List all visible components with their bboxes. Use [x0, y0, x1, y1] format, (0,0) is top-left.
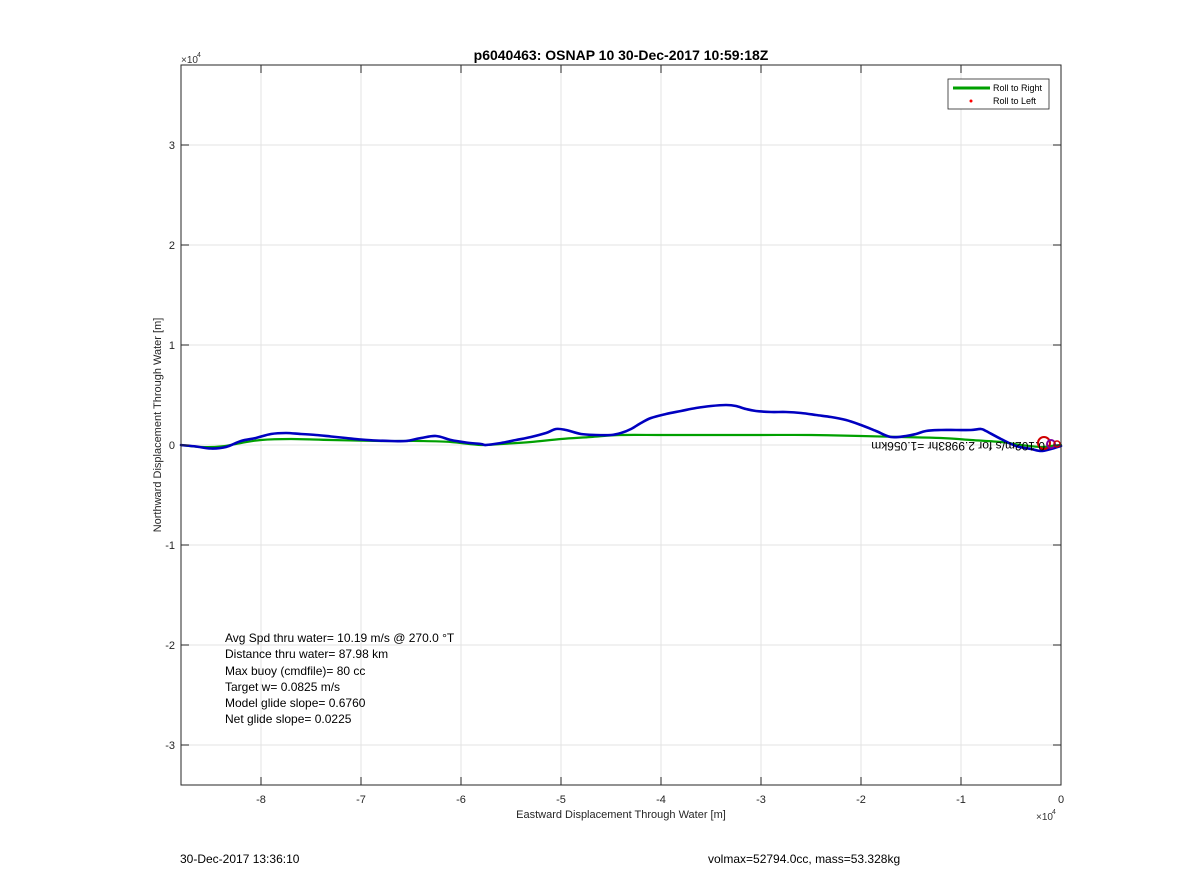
end-marker-circle [1046, 439, 1056, 449]
plot-frame [180, 64, 1062, 786]
x-tick-label: -1 [956, 794, 966, 806]
x-tick-label: -6 [456, 794, 466, 806]
y-axis-label: Northward Displacement Through Water [m] [152, 318, 164, 533]
annotation-model-glide: Model glide slope= 0.6760 [225, 696, 366, 710]
annotation-target-w: Target w= 0.0825 m/s [225, 680, 340, 694]
end-marker-circle [1053, 440, 1061, 448]
x-tick-label: 0 [1058, 794, 1064, 806]
series-line-roll-right [179, 433, 1063, 449]
x-tick-label: -8 [256, 794, 266, 806]
axis-ticks: -8 -7 -6 -5 -4 -3 -2 -1 0 -3 -2 -1 0 1 2 3 [165, 65, 1064, 806]
y-tick-label: -3 [165, 740, 175, 752]
chart-title: p6040463: OSNAP 10 30-Dec-2017 10:59:18Z [474, 47, 769, 63]
x-tick-label: -4 [656, 794, 666, 806]
end-markers [1037, 436, 1061, 450]
segment-rotated-label: 0.102m/s for 2.9983hr =1.056km [871, 439, 1045, 453]
y-tick-label: 2 [169, 240, 175, 252]
svg-text:4: 4 [1052, 809, 1056, 816]
footer-timestamp: 30-Dec-2017 13:36:10 [180, 852, 300, 866]
svg-text:×10: ×10 [1036, 812, 1053, 823]
series-layer [179, 403, 1063, 453]
end-marker-circle [1037, 436, 1051, 450]
legend-label-roll-left: Roll to Left [993, 96, 1037, 106]
y-tick-label: 3 [169, 140, 175, 152]
footer-volmax: volmax=52794.0cc, mass=53.328kg [708, 852, 901, 866]
legend-label-roll-right: Roll to Right [993, 83, 1043, 93]
stats-annotations: Avg Spd thru water= 10.19 m/s @ 270.0 °T… [225, 631, 455, 726]
annotation-max-buoy: Max buoy (cmdfile)= 80 cc [225, 664, 365, 678]
x-axis-label: Eastward Displacement Through Water [m] [516, 809, 726, 821]
x-tick-label: -5 [556, 794, 566, 806]
plot-area [181, 65, 1061, 785]
x-tick-label: -7 [356, 794, 366, 806]
svg-text:×10: ×10 [181, 55, 198, 66]
y-tick-label: 0 [169, 440, 175, 452]
legend: Roll to Right Roll to Left [947, 78, 1050, 110]
annotation-distance: Distance thru water= 87.98 km [225, 647, 388, 661]
x-axis-multiplier: ×10 4 [1036, 809, 1056, 823]
x-tick-label: -3 [756, 794, 766, 806]
y-tick-label: -2 [165, 640, 175, 652]
y-tick-label: -1 [165, 540, 175, 552]
legend-box [947, 78, 1050, 110]
x-tick-label: -2 [856, 794, 866, 806]
legend-swatch-roll-left [969, 99, 973, 103]
annotation-avg-speed: Avg Spd thru water= 10.19 m/s @ 270.0 °T [225, 631, 455, 645]
y-axis-multiplier: ×10 4 [181, 52, 201, 66]
series-line-blue-track [179, 403, 1063, 453]
svg-text:4: 4 [197, 52, 201, 59]
y-tick-label: 1 [169, 340, 175, 352]
annotation-net-glide: Net glide slope= 0.0225 [225, 712, 352, 726]
